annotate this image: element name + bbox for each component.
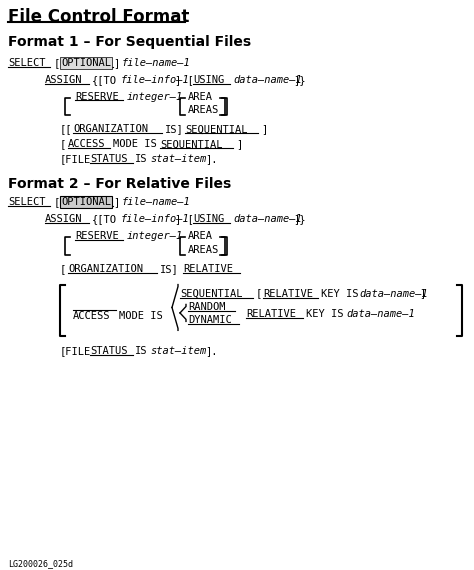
Text: [FILE: [FILE — [60, 154, 91, 164]
Text: {[TO: {[TO — [92, 214, 117, 224]
Text: ASSIGN: ASSIGN — [45, 75, 82, 84]
Text: LG200026_025d: LG200026_025d — [8, 559, 73, 568]
Text: OPTIONAL: OPTIONAL — [61, 197, 111, 207]
Text: ]}: ]} — [293, 214, 306, 224]
Text: SEQUENTIAL: SEQUENTIAL — [160, 139, 222, 149]
Text: RELATIVE: RELATIVE — [246, 309, 296, 319]
Text: stat–item: stat–item — [150, 346, 206, 356]
Text: AREA: AREA — [188, 231, 213, 241]
Text: ]: ] — [419, 288, 425, 299]
Text: file–name–1: file–name–1 — [122, 197, 191, 207]
Text: ].: ]. — [205, 154, 218, 164]
Text: ]: ] — [113, 197, 119, 207]
Text: SEQUENTIAL: SEQUENTIAL — [180, 288, 243, 299]
Text: RELATIVE: RELATIVE — [183, 264, 233, 274]
Text: AREA: AREA — [188, 92, 213, 101]
Text: KEY IS: KEY IS — [306, 309, 344, 319]
Text: AREAS: AREAS — [188, 245, 219, 255]
Text: data–name–1: data–name–1 — [346, 309, 415, 319]
Text: [: [ — [60, 264, 66, 274]
Text: ACCESS: ACCESS — [73, 311, 110, 321]
Text: SELECT: SELECT — [8, 58, 46, 68]
Text: STATUS: STATUS — [90, 346, 128, 356]
Text: stat–item: stat–item — [150, 154, 206, 164]
Text: File Control Format: File Control Format — [8, 8, 190, 26]
Text: data–name–1: data–name–1 — [233, 214, 302, 224]
Text: ]: ] — [236, 139, 242, 149]
Text: ] [: ] [ — [175, 214, 194, 224]
Text: file–info–1: file–info–1 — [121, 75, 190, 84]
Text: [: [ — [60, 139, 66, 149]
Text: {[TO: {[TO — [92, 75, 117, 84]
Text: ASSIGN: ASSIGN — [45, 214, 82, 224]
Text: IS: IS — [135, 154, 147, 164]
Text: integer–1: integer–1 — [127, 92, 183, 101]
Text: SEQUENTIAL: SEQUENTIAL — [185, 124, 247, 135]
Text: AREAS: AREAS — [188, 105, 219, 116]
Text: file–name–1: file–name–1 — [122, 58, 191, 68]
Text: ]: ] — [261, 124, 267, 135]
Text: RESERVE: RESERVE — [75, 231, 119, 241]
Text: data–name–1: data–name–1 — [233, 75, 302, 84]
Text: RESERVE: RESERVE — [75, 92, 119, 101]
Text: ORGANIZATION: ORGANIZATION — [68, 264, 143, 274]
Text: RELATIVE: RELATIVE — [263, 288, 313, 299]
Text: [: [ — [256, 288, 262, 299]
Text: DYNAMIC: DYNAMIC — [188, 315, 232, 325]
Text: IS: IS — [135, 346, 147, 356]
Text: STATUS: STATUS — [90, 154, 128, 164]
Text: USING: USING — [193, 75, 224, 84]
Text: ]}: ]} — [293, 75, 306, 84]
Text: ]: ] — [113, 58, 119, 68]
Text: MODE IS: MODE IS — [119, 311, 163, 321]
Text: IS]: IS] — [165, 124, 184, 135]
Text: [FILE: [FILE — [60, 346, 91, 356]
Text: IS]: IS] — [160, 264, 179, 274]
Text: KEY IS: KEY IS — [321, 288, 358, 299]
Text: Format 2 – For Relative Files: Format 2 – For Relative Files — [8, 177, 231, 191]
Text: USING: USING — [193, 214, 224, 224]
Text: MODE IS: MODE IS — [113, 139, 157, 149]
Text: [: [ — [54, 58, 60, 68]
Text: [[: [[ — [60, 124, 73, 135]
Text: ORGANIZATION: ORGANIZATION — [73, 124, 148, 135]
Text: RANDOM: RANDOM — [188, 303, 226, 312]
Text: OPTIONAL: OPTIONAL — [61, 58, 111, 68]
Text: data–name–1: data–name–1 — [359, 288, 428, 299]
Text: file–info–1: file–info–1 — [121, 214, 190, 224]
Text: integer–1: integer–1 — [127, 231, 183, 241]
Text: ACCESS: ACCESS — [68, 139, 106, 149]
Text: ] [: ] [ — [175, 75, 194, 84]
Text: SELECT: SELECT — [8, 197, 46, 207]
Text: Format 1 – For Sequential Files: Format 1 – For Sequential Files — [8, 35, 251, 49]
Text: [: [ — [54, 197, 60, 207]
Text: ].: ]. — [205, 346, 218, 356]
